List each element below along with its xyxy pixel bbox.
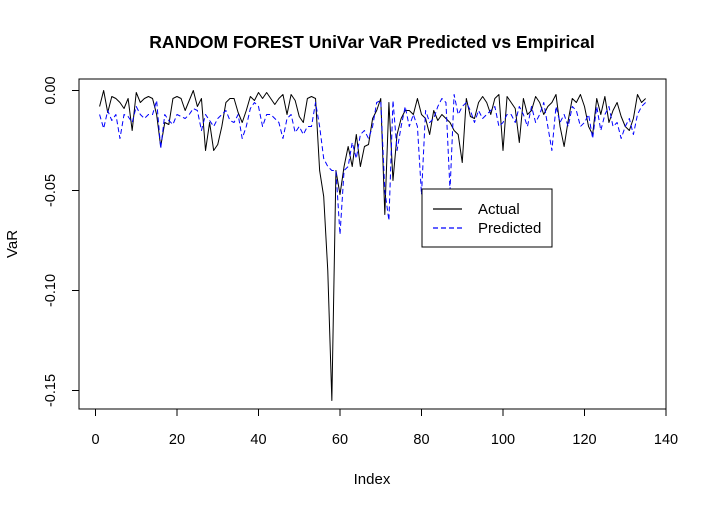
y-tick-label: -0.05	[43, 174, 59, 207]
x-tick-label: 100	[491, 432, 515, 448]
y-tick-label: 0.00	[43, 76, 59, 104]
x-axis-label: Index	[354, 471, 391, 488]
chart-title: RANDOM FOREST UniVar VaR Predicted vs Em…	[149, 32, 594, 52]
legend-label: Predicted	[478, 220, 541, 237]
y-axis-label: VaR	[4, 230, 21, 258]
plot-frame	[78, 78, 667, 410]
x-tick-label: 40	[250, 432, 266, 448]
x-tick-label: 140	[654, 432, 678, 448]
x-axis: 0 20 40 60 80 100 120 140	[91, 408, 678, 448]
x-tick-label: 80	[413, 432, 429, 448]
x-tick-label: 60	[332, 432, 348, 448]
series-line-predicted	[99, 94, 646, 235]
legend-box	[421, 188, 553, 248]
y-axis: 0.00 -0.05 -0.10 -0.15	[43, 76, 80, 407]
y-tick-label: -0.10	[43, 274, 59, 307]
x-tick-label: 120	[572, 432, 596, 448]
y-tick-label: -0.15	[43, 374, 59, 407]
x-tick-label: 20	[169, 432, 185, 448]
legend-label: Actual	[478, 201, 520, 218]
x-tick-label: 0	[91, 432, 99, 448]
legend: Actual Predicted	[421, 188, 553, 248]
series-layer	[99, 90, 646, 401]
series-line-actual	[99, 90, 646, 401]
